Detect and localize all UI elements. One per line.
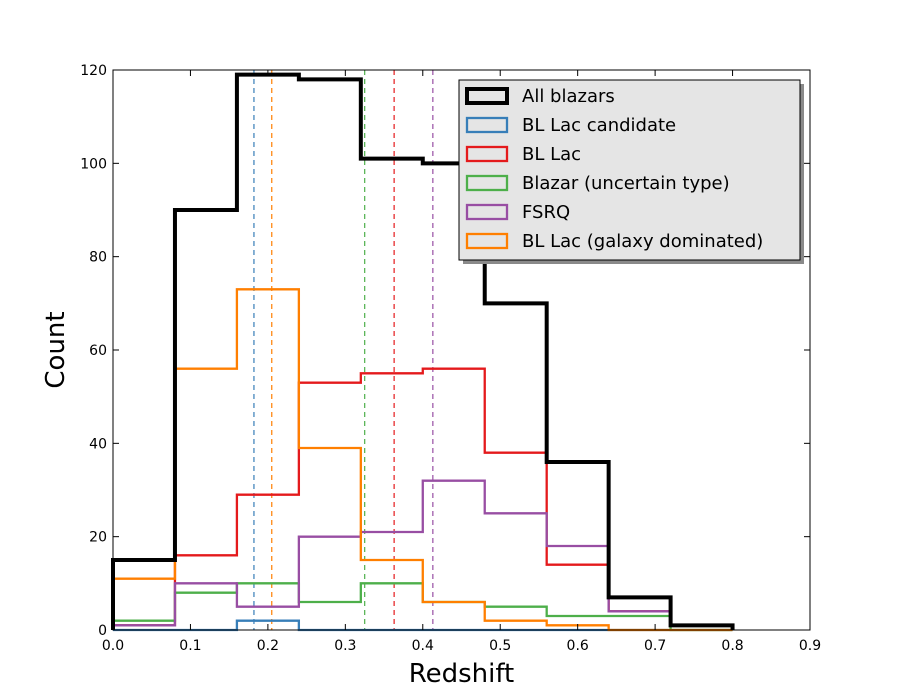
legend-swatch xyxy=(465,145,509,163)
legend-swatch xyxy=(465,87,509,105)
legend-swatch xyxy=(465,116,509,134)
x-tick-label: 0.6 xyxy=(567,638,589,654)
legend-label: Blazar (uncertain type) xyxy=(522,173,730,194)
x-tick-label: 0.7 xyxy=(644,638,666,654)
histogram-series-fsrq xyxy=(111,479,734,630)
y-tick-label: 0 xyxy=(98,623,107,639)
legend-box xyxy=(458,79,801,261)
legend: All blazars BL Lac candidate BL Lac Blazar … xyxy=(458,79,804,264)
x-axis-title: Redshift xyxy=(409,659,515,689)
y-tick-label: 60 xyxy=(89,343,107,359)
y-tick-label: 120 xyxy=(80,63,107,79)
histogram-series-all-blazars xyxy=(111,72,735,630)
x-tick-label: 0.1 xyxy=(179,638,201,654)
x-tick-label: 0.8 xyxy=(721,638,743,654)
y-tick-label: 80 xyxy=(89,250,107,266)
y-tick-label: 20 xyxy=(89,530,107,546)
x-tick-label: 0.0 xyxy=(102,638,124,654)
x-tick-label: 0.2 xyxy=(257,638,279,654)
legend-label: FSRQ xyxy=(522,202,570,223)
x-tick-label: 0.3 xyxy=(334,638,356,654)
y-axis-title: Count xyxy=(41,311,71,388)
y-tick-label: 40 xyxy=(89,436,107,452)
x-tick-label: 0.9 xyxy=(799,638,821,654)
legend-swatch xyxy=(465,203,509,221)
histogram-series-blazar-uncertain-type xyxy=(111,582,733,632)
legend-swatch xyxy=(465,232,509,250)
legend-swatch xyxy=(465,174,509,192)
legend-label: BL Lac candidate xyxy=(522,115,676,136)
legend-label: All blazars xyxy=(522,86,615,107)
y-tick-label: 100 xyxy=(80,156,107,172)
x-tick-label: 0.4 xyxy=(412,638,434,654)
histogram-series-bl-lac-galaxy-dominated xyxy=(111,288,733,632)
legend-label: BL Lac (galaxy dominated) xyxy=(522,231,763,252)
legend-label: BL Lac xyxy=(522,144,581,165)
x-tick-label: 0.5 xyxy=(489,638,511,654)
